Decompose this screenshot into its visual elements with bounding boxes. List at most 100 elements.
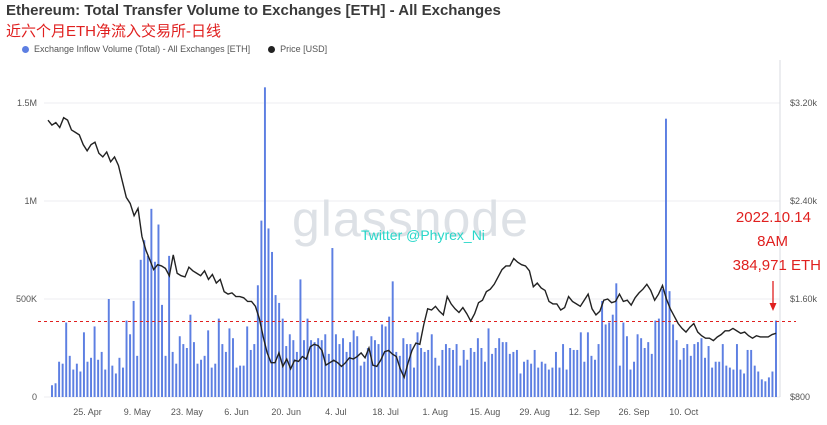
price-line bbox=[47, 116, 777, 380]
x-tick-label: 12. Sep bbox=[569, 407, 600, 417]
inflow-bar bbox=[675, 340, 678, 397]
watermark: glassnode bbox=[292, 191, 529, 247]
inflow-bar bbox=[416, 332, 419, 397]
legend-item-inflow[interactable]: Exchange Inflow Volume (Total) - All Exc… bbox=[22, 44, 250, 54]
inflow-bar bbox=[65, 322, 68, 397]
inflow-bar bbox=[242, 365, 245, 397]
y-left-tick-label: 1.5M bbox=[17, 98, 37, 108]
inflow-bar bbox=[590, 355, 593, 397]
inflow-bar bbox=[661, 289, 664, 397]
inflow-bar bbox=[107, 299, 110, 397]
inflow-bar bbox=[263, 87, 266, 397]
inflow-bar bbox=[260, 220, 263, 397]
inflow-bar bbox=[363, 361, 366, 397]
inflow-bar bbox=[743, 373, 746, 397]
inflow-bar bbox=[462, 349, 465, 397]
inflow-bar bbox=[665, 118, 667, 398]
bars bbox=[51, 87, 777, 398]
twitter-label: Twitter @Phyrex_Ni bbox=[361, 227, 485, 243]
inflow-bar bbox=[153, 261, 156, 397]
x-tick-label: 20. Jun bbox=[271, 407, 301, 417]
inflow-bar bbox=[657, 318, 660, 397]
inflow-bar bbox=[487, 328, 490, 397]
inflow-bar bbox=[82, 332, 85, 397]
inflow-bar bbox=[423, 351, 426, 397]
inflow-bar bbox=[100, 351, 103, 397]
inflow-bar bbox=[182, 344, 185, 397]
inflow-bar bbox=[476, 338, 479, 397]
inflow-bar bbox=[508, 353, 511, 397]
inflow-bar bbox=[583, 361, 586, 397]
inflow-bar bbox=[299, 279, 302, 397]
inflow-bar bbox=[157, 224, 160, 397]
inflow-bar bbox=[207, 330, 210, 397]
inflow-bar bbox=[68, 355, 71, 397]
inflow-bar bbox=[625, 336, 628, 397]
x-tick-label: 26. Sep bbox=[618, 407, 649, 417]
inflow-bar bbox=[466, 359, 469, 397]
inflow-bar bbox=[356, 336, 359, 397]
inflow-bar bbox=[746, 349, 749, 397]
inflow-bar bbox=[366, 348, 369, 397]
inflow-bar bbox=[604, 324, 607, 397]
inflow-bar bbox=[430, 334, 433, 397]
inflow-bar bbox=[317, 338, 320, 397]
inflow-bar bbox=[338, 344, 341, 397]
inflow-bar bbox=[278, 302, 281, 397]
inflow-bar bbox=[303, 340, 305, 397]
inflow-bar bbox=[51, 385, 53, 397]
legend-dot-price bbox=[268, 45, 276, 53]
inflow-bar bbox=[636, 334, 639, 397]
inflow-bar bbox=[750, 349, 753, 397]
inflow-bar bbox=[693, 344, 696, 397]
inflow-bar bbox=[679, 359, 682, 397]
inflow-bar bbox=[700, 338, 703, 397]
inflow-bar bbox=[111, 365, 114, 397]
inflow-bar bbox=[136, 355, 139, 397]
inflow-bar bbox=[72, 369, 75, 397]
inflow-bar bbox=[274, 295, 277, 397]
inflow-bar bbox=[217, 318, 220, 397]
inflow-bar bbox=[437, 365, 440, 397]
inflow-bar bbox=[405, 344, 408, 397]
inflow-bar bbox=[775, 320, 777, 397]
inflow-bar bbox=[732, 369, 735, 397]
inflow-bar bbox=[579, 332, 582, 397]
inflow-bar bbox=[633, 361, 636, 397]
inflow-bar bbox=[171, 351, 174, 397]
inflow-bar bbox=[249, 349, 252, 397]
y-left-tick-label: 1M bbox=[24, 196, 37, 206]
y-right-tick-label: $2.40k bbox=[790, 196, 818, 206]
legend-label-price: Price [USD] bbox=[280, 44, 328, 54]
inflow-bar bbox=[551, 367, 554, 397]
inflow-bar bbox=[434, 357, 437, 397]
annotation-volume: 384,971 ETH bbox=[733, 257, 821, 274]
inflow-bar bbox=[672, 324, 675, 397]
annotation-time: 8AM bbox=[757, 233, 788, 250]
inflow-bar bbox=[175, 363, 178, 397]
inflow-bar bbox=[689, 355, 692, 397]
x-tick-label: 25. Apr bbox=[73, 407, 102, 417]
inflow-bar bbox=[501, 342, 504, 397]
inflow-bar bbox=[388, 316, 391, 397]
inflow-bar bbox=[764, 381, 767, 397]
inflow-bar bbox=[547, 369, 550, 397]
inflow-bar bbox=[295, 351, 298, 397]
inflow-bar bbox=[473, 351, 476, 397]
inflow-bar bbox=[349, 342, 352, 397]
inflow-bar bbox=[203, 355, 206, 397]
inflow-bar bbox=[565, 369, 568, 397]
y-axis-left: 0 500K 1M 1.5M bbox=[16, 98, 37, 402]
inflow-bar bbox=[125, 320, 128, 397]
legend-item-price[interactable]: Price [USD] bbox=[268, 44, 327, 54]
inflow-bar bbox=[448, 348, 451, 397]
inflow-bar bbox=[189, 314, 192, 397]
inflow-bar bbox=[540, 361, 543, 397]
inflow-bar bbox=[327, 353, 330, 397]
inflow-bar bbox=[519, 373, 522, 397]
inflow-bar bbox=[253, 344, 256, 397]
inflow-bar bbox=[118, 357, 121, 397]
inflow-bar bbox=[132, 300, 135, 397]
inflow-bar bbox=[498, 338, 501, 397]
